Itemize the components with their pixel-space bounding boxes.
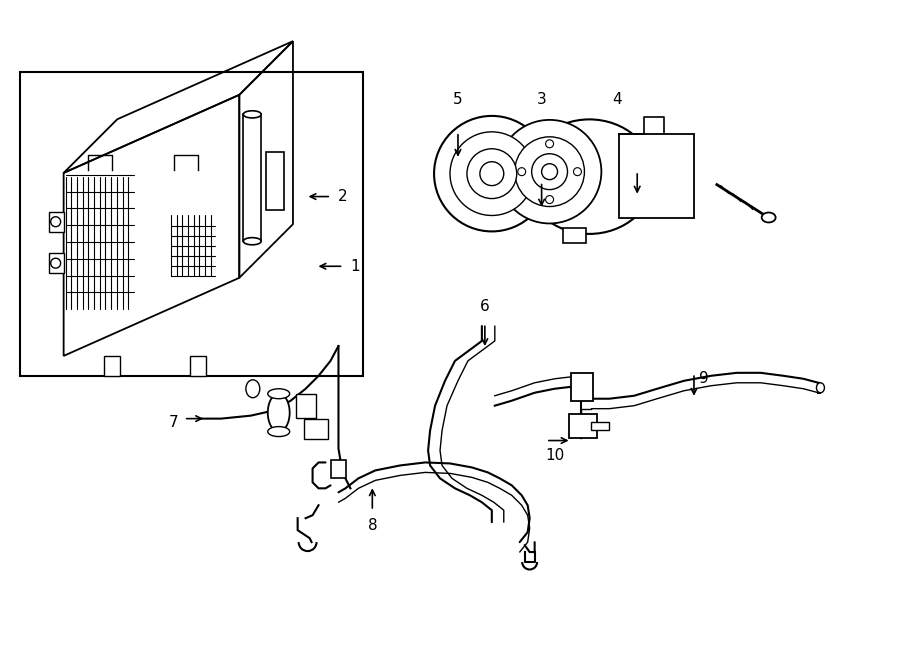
Circle shape: [467, 149, 517, 198]
Text: 7: 7: [168, 415, 178, 430]
Bar: [49, 253, 64, 273]
Text: 3: 3: [536, 93, 546, 108]
Circle shape: [498, 120, 601, 223]
Circle shape: [542, 164, 557, 180]
Bar: [303, 418, 328, 438]
Ellipse shape: [246, 380, 260, 398]
Text: 2: 2: [338, 189, 347, 204]
Circle shape: [480, 162, 504, 186]
Text: 1: 1: [351, 258, 360, 274]
Circle shape: [518, 168, 526, 176]
Ellipse shape: [761, 212, 776, 223]
Bar: [570, 414, 598, 438]
Circle shape: [545, 196, 554, 204]
Bar: [49, 212, 64, 231]
Text: 4: 4: [613, 93, 622, 108]
Bar: [562, 229, 587, 243]
Text: 8: 8: [367, 518, 377, 533]
Bar: [572, 373, 593, 401]
Text: 5: 5: [454, 93, 463, 108]
Circle shape: [532, 154, 568, 190]
Text: 9: 9: [699, 371, 709, 386]
Ellipse shape: [243, 238, 261, 245]
Circle shape: [450, 132, 534, 215]
Ellipse shape: [816, 383, 824, 393]
Ellipse shape: [268, 426, 290, 436]
Circle shape: [515, 137, 584, 206]
Bar: [330, 461, 346, 479]
Circle shape: [50, 217, 60, 227]
Bar: [296, 394, 316, 418]
Circle shape: [434, 116, 550, 231]
Bar: [243, 114, 261, 241]
Ellipse shape: [525, 120, 654, 234]
Bar: [190, 356, 206, 376]
Text: 10: 10: [544, 448, 564, 463]
Bar: [104, 356, 121, 376]
Ellipse shape: [268, 389, 290, 399]
Text: 6: 6: [480, 299, 490, 313]
Bar: [591, 422, 609, 430]
Bar: [619, 134, 694, 219]
Circle shape: [573, 168, 581, 176]
Ellipse shape: [268, 394, 290, 432]
Bar: [20, 72, 364, 376]
Circle shape: [50, 258, 60, 268]
Ellipse shape: [243, 111, 261, 118]
Bar: [266, 153, 284, 210]
Circle shape: [545, 140, 554, 148]
